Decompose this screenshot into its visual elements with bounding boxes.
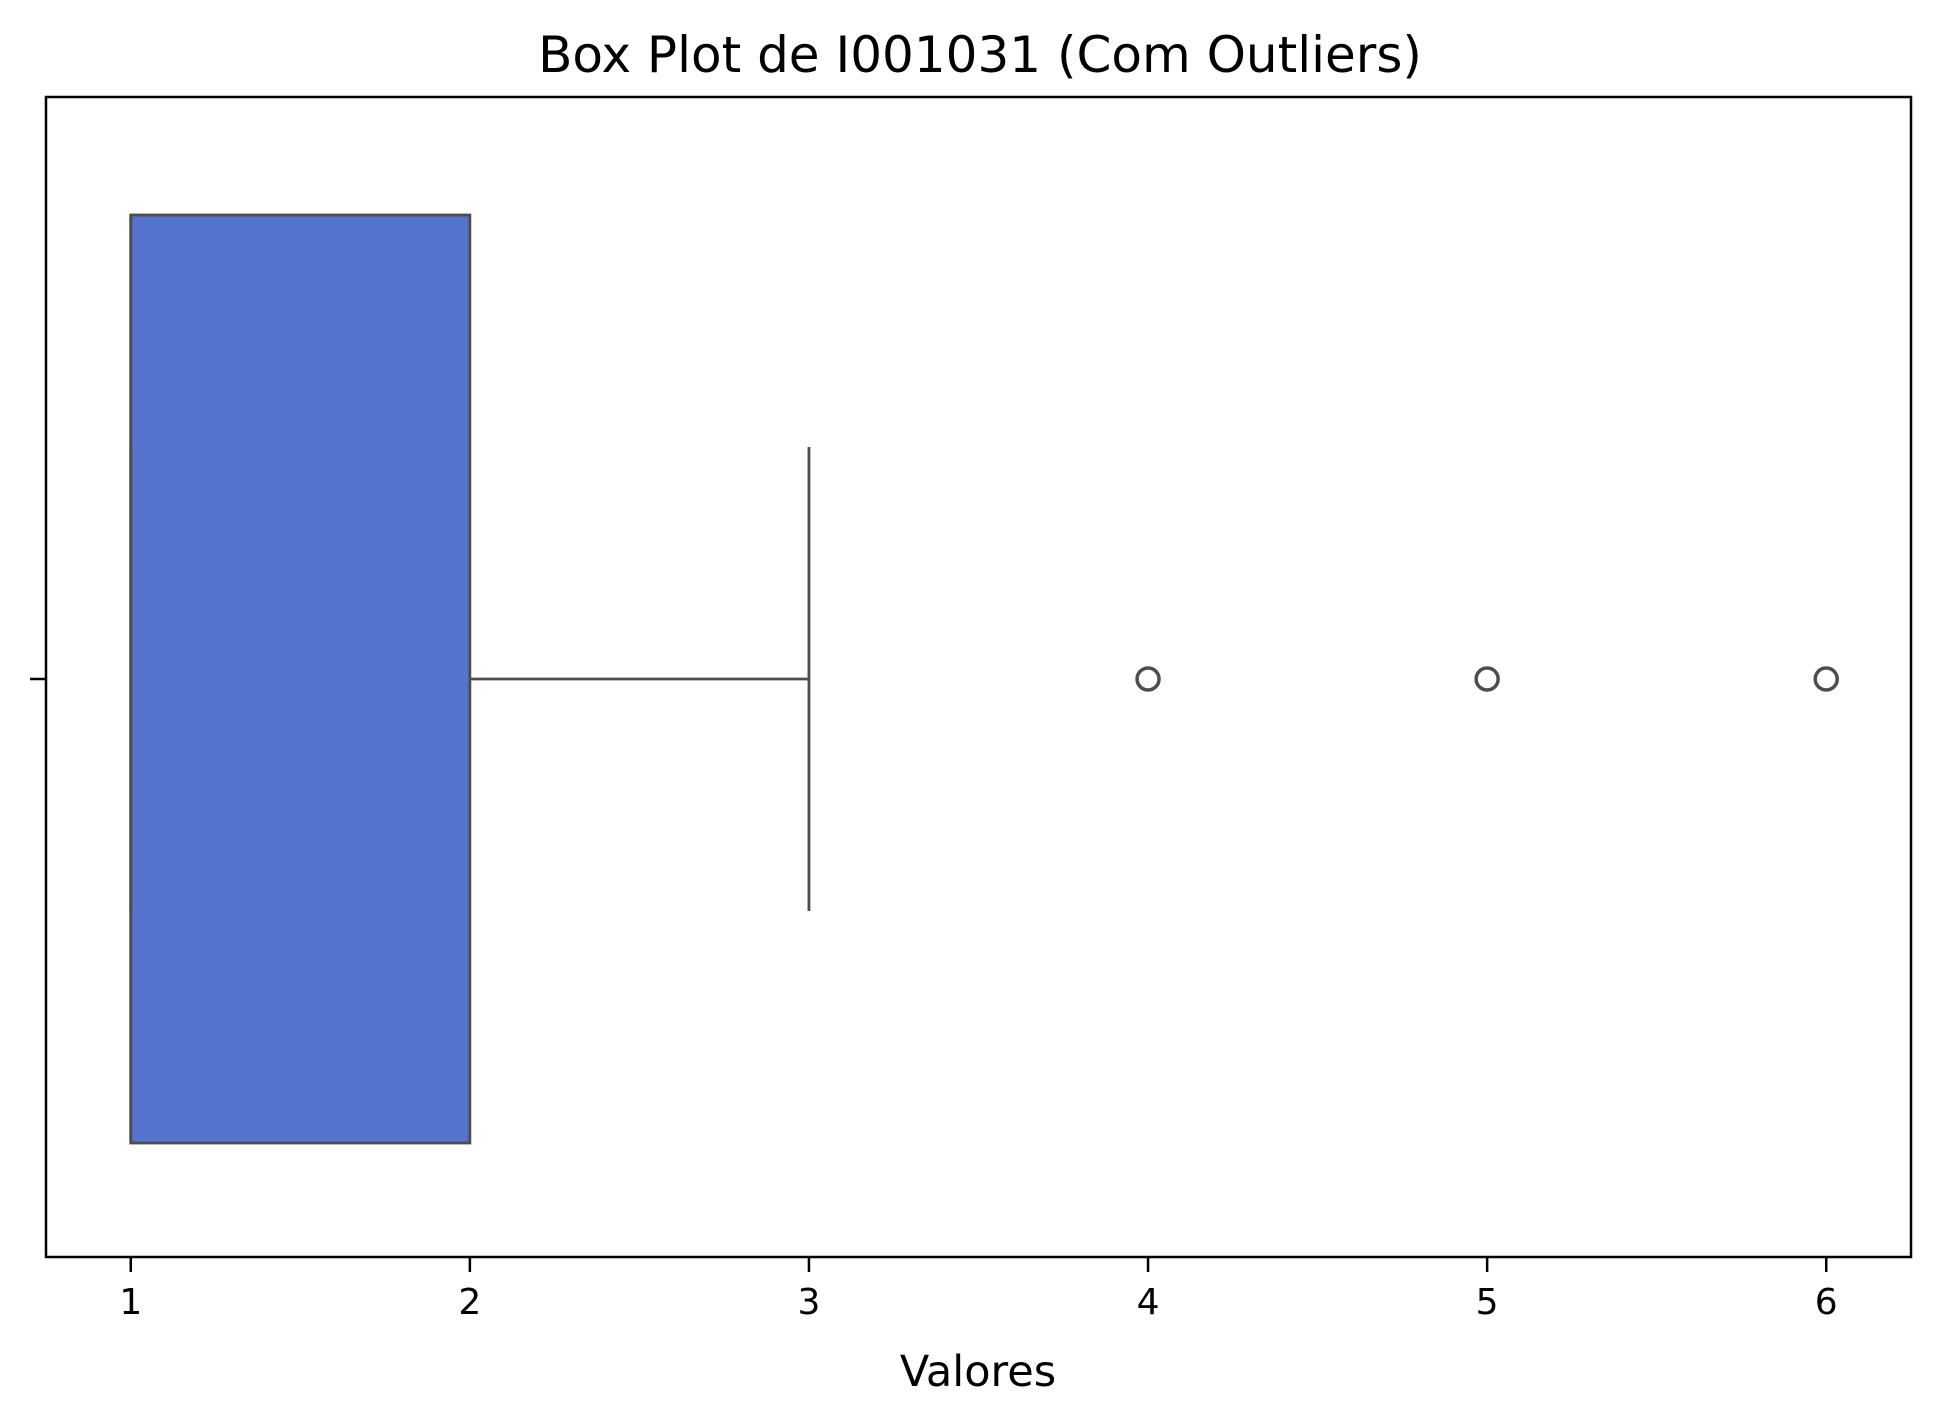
axes-frame <box>44 95 1913 1259</box>
x-tick-label: 6 <box>1815 1282 1838 1323</box>
plot-area <box>129 213 1839 1145</box>
x-tick-label: 4 <box>1137 1282 1160 1323</box>
x-tick-label: 3 <box>798 1282 821 1323</box>
x-tick-label: 2 <box>458 1282 481 1323</box>
outlier-point <box>1813 666 1839 692</box>
box-iqr <box>129 213 472 1145</box>
outlier-point <box>1474 666 1500 692</box>
x-tick-label: 5 <box>1476 1282 1499 1323</box>
x-axis-ticks: 1 2 3 4 5 6 <box>119 1257 1838 1323</box>
chart-title: Box Plot de I001031 (Com Outliers) <box>538 26 1422 84</box>
outlier-point <box>1135 666 1161 692</box>
x-tick-label: 1 <box>119 1282 142 1323</box>
x-axis-label: Valores <box>900 1347 1056 1397</box>
